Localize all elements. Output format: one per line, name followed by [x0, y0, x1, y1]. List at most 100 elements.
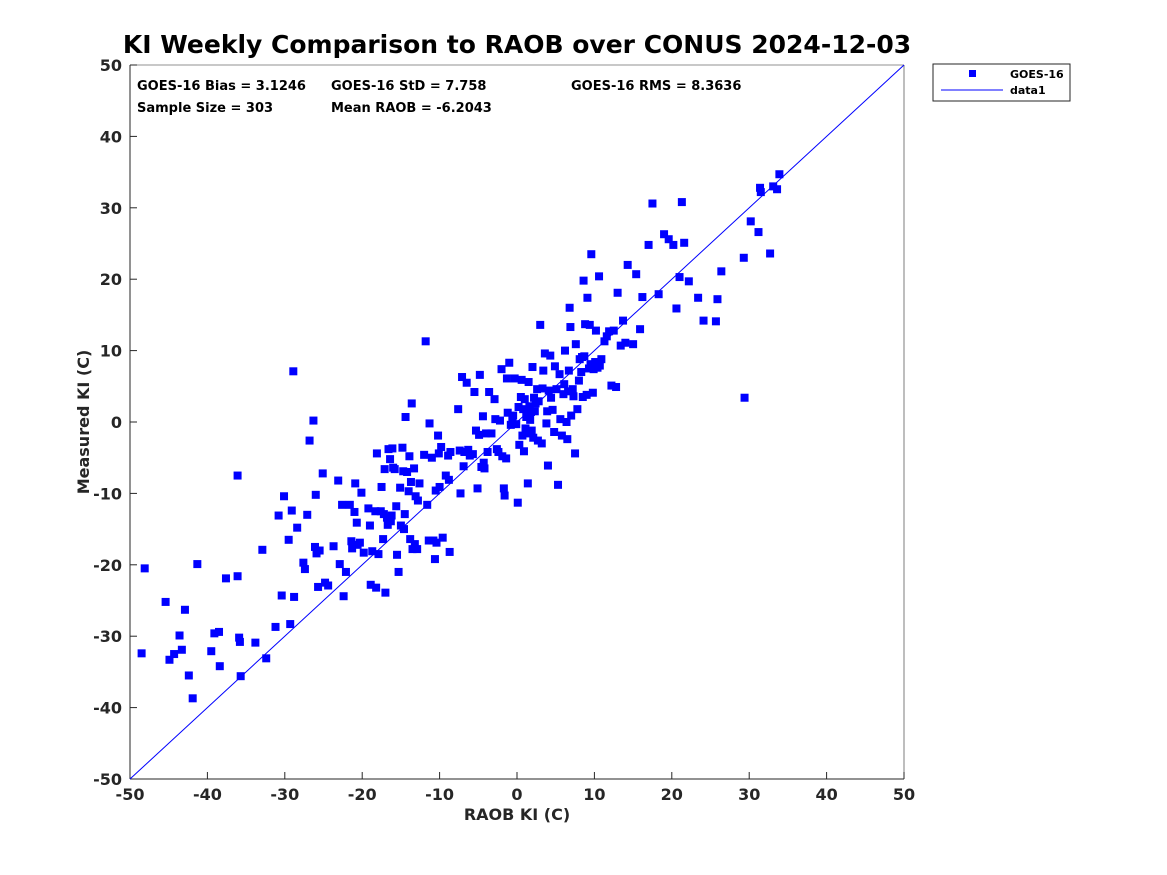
data-point [478, 412, 487, 421]
data-point [303, 510, 312, 519]
data-point [462, 378, 471, 387]
data-point [491, 415, 500, 424]
data-point [675, 273, 684, 282]
data-point [577, 368, 586, 377]
data-point [413, 496, 422, 505]
data-point [569, 392, 578, 401]
data-point [355, 538, 364, 547]
data-point [502, 374, 511, 383]
y-axis-ticks: -50 -40 -30 -20 -10 0 10 20 30 40 50 [93, 56, 137, 789]
data-point [233, 572, 242, 581]
data-point [583, 293, 592, 302]
data-point [377, 482, 386, 491]
data-point [140, 564, 149, 573]
data-point [454, 405, 463, 414]
x-tick-label: 50 [893, 785, 915, 804]
data-point [435, 482, 444, 491]
data-point [717, 267, 726, 276]
legend-label-data1: data1 [1010, 84, 1046, 97]
data-point [404, 487, 413, 496]
data-point [438, 533, 447, 542]
data-point [538, 384, 547, 393]
x-tick-label: 10 [583, 785, 605, 804]
data-point [568, 385, 577, 394]
data-point [405, 452, 414, 461]
data-point [530, 407, 539, 416]
data-point [503, 408, 512, 417]
data-point [591, 326, 600, 335]
y-tick-label: -30 [93, 627, 122, 646]
data-point [527, 426, 536, 435]
data-point [550, 362, 559, 371]
data-point [280, 492, 289, 501]
data-point [619, 316, 628, 325]
data-point [207, 647, 216, 656]
data-point [345, 500, 354, 509]
data-point [587, 250, 596, 259]
x-tick-label: -20 [348, 785, 377, 804]
data-point [427, 453, 436, 462]
x-tick-label: 40 [815, 785, 837, 804]
data-point [374, 550, 383, 559]
data-point [424, 536, 433, 545]
chart-title: KI Weekly Comparison to RAOB over CONUS … [123, 30, 911, 59]
data-point [582, 390, 591, 399]
data-point [352, 518, 361, 527]
data-point [506, 420, 515, 429]
data-point [366, 580, 375, 589]
data-point [515, 440, 524, 449]
data-point [311, 490, 320, 499]
data-point [394, 567, 403, 576]
data-point [215, 627, 224, 636]
data-point [560, 346, 569, 355]
data-point [459, 462, 468, 471]
data-point [408, 545, 417, 554]
data-point [365, 521, 374, 530]
data-point [505, 358, 514, 367]
data-point [468, 450, 477, 459]
data-point [669, 240, 678, 249]
data-point [586, 360, 595, 369]
data-point [543, 461, 552, 470]
data-point [623, 260, 632, 269]
data-point [390, 465, 399, 474]
data-point [339, 592, 348, 601]
data-point [399, 525, 408, 534]
data-point [175, 631, 184, 640]
data-point [233, 471, 242, 480]
data-point [510, 374, 519, 383]
data-point [324, 581, 333, 590]
data-point [235, 637, 244, 646]
data-point [544, 386, 553, 395]
data-point [421, 337, 430, 346]
data-point [580, 352, 589, 361]
data-point [638, 293, 647, 302]
data-point [526, 415, 535, 424]
data-point [600, 337, 609, 346]
y-tick-label: -50 [93, 770, 122, 789]
legend-marker-goes16 [969, 70, 976, 77]
data-point [444, 475, 453, 484]
data-point [170, 650, 179, 659]
data-point [177, 645, 186, 654]
data-point [660, 230, 669, 239]
data-point [699, 316, 708, 325]
data-point [529, 433, 538, 442]
data-point [464, 445, 473, 454]
data-point [542, 419, 551, 428]
data-point [556, 415, 565, 424]
data-point [644, 240, 653, 249]
data-point [521, 424, 530, 433]
data-point [499, 484, 508, 493]
data-point [236, 672, 245, 681]
data-point [490, 395, 499, 404]
data-point [398, 443, 407, 452]
data-point [310, 542, 319, 551]
std-stat: GOES-16 StD = 7.758 [331, 79, 486, 94]
data-point [512, 420, 521, 429]
data-point [420, 450, 429, 459]
data-point [348, 544, 357, 553]
data-point [470, 388, 479, 397]
data-point [543, 407, 552, 416]
data-point [602, 332, 611, 341]
